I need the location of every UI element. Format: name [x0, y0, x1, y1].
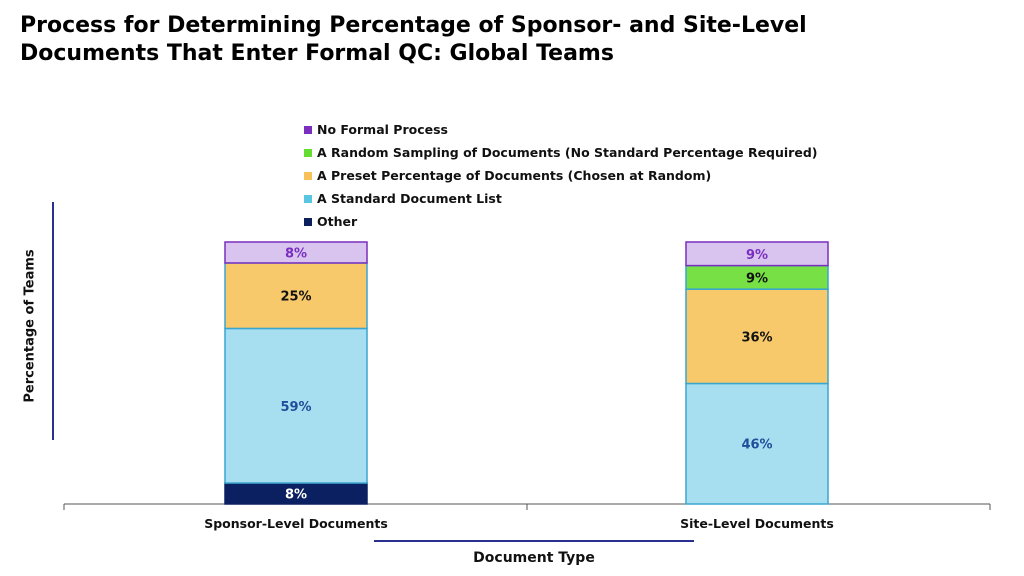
legend-label: Other	[317, 214, 358, 229]
chart-title: Process for Determining Percentage of Sp…	[20, 12, 920, 68]
legend-label: A Preset Percentage of Documents (Chosen…	[317, 168, 712, 183]
legend: No Formal Process A Random Sampling of D…	[304, 118, 817, 233]
data-label: 8%	[285, 488, 307, 503]
legend-item-preset-percentage: A Preset Percentage of Documents (Chosen…	[304, 164, 817, 187]
legend-item-no-formal-process: No Formal Process	[304, 118, 817, 141]
legend-label: A Random Sampling of Documents (No Stand…	[317, 145, 818, 160]
legend-swatch-icon	[304, 171, 312, 180]
x-axis-title-accent-line	[374, 540, 694, 542]
legend-item-standard-document-list: A Standard Document List	[304, 187, 817, 210]
legend-item-other: Other	[304, 210, 817, 233]
legend-item-random-sampling: A Random Sampling of Documents (No Stand…	[304, 141, 817, 164]
data-label: 9%	[746, 248, 768, 263]
bar-segment-no-formal-process	[685, 241, 829, 267]
x-tick-label: Sponsor-Level Documents	[204, 516, 388, 531]
x-tick-label: Site-Level Documents	[680, 516, 834, 531]
y-axis-title-accent-line	[52, 202, 54, 440]
legend-swatch-icon	[304, 148, 312, 157]
chart-title-line-1: Process for Determining Percentage of Sp…	[20, 13, 807, 38]
data-label: 59%	[280, 400, 311, 415]
data-label: 36%	[741, 330, 772, 345]
legend-swatch-icon	[304, 125, 312, 134]
bar-segment-a-standard-document-list	[224, 327, 368, 484]
legend-label: A Standard Document List	[317, 191, 502, 206]
legend-swatch-icon	[304, 217, 312, 226]
data-label: 46%	[741, 438, 772, 453]
data-label: 8%	[285, 246, 307, 261]
bar-segment-a-preset-percentage-of-documents-chosen-at-random	[685, 288, 829, 385]
bar-segment-no-formal-process	[224, 241, 368, 264]
x-axis-title: Document Type	[473, 550, 595, 566]
bar-segment-a-preset-percentage-of-documents-chosen-at-random	[224, 262, 368, 330]
data-label: 9%	[746, 271, 768, 286]
data-label: 25%	[280, 290, 311, 305]
legend-label: No Formal Process	[317, 122, 448, 137]
legend-swatch-icon	[304, 194, 312, 203]
chart-title-line-2: Documents That Enter Formal QC: Global T…	[20, 41, 614, 66]
